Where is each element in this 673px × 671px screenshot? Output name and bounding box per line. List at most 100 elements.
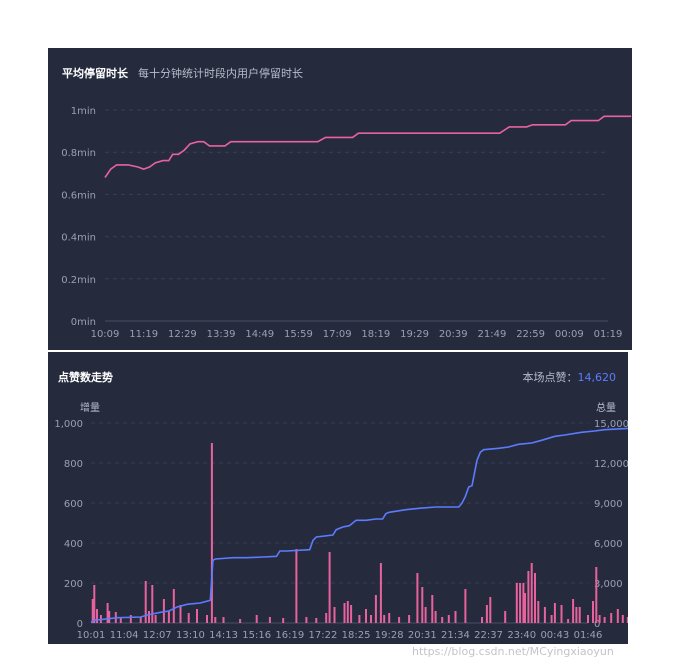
total-likes: 本场点赞：14,620: [523, 369, 617, 385]
increment-bar: [603, 617, 606, 623]
x-tick-label: 12:07: [143, 630, 172, 641]
increment-bar: [454, 611, 457, 623]
increment-bar: [196, 609, 198, 623]
increment-bar: [489, 597, 492, 623]
increment-bar: [346, 601, 349, 623]
x-tick-label: 23:40: [507, 630, 536, 641]
avg-stay-panel: 平均停留时长 每十分钟统计时段内用户停留时长 0min 0.2min 0.4min 0…: [48, 48, 632, 350]
increment-bar: [358, 615, 361, 623]
x-tick-label: 17:09: [323, 329, 352, 340]
total-likes-line: [90, 427, 628, 623]
x-tick-label: 11:04: [110, 630, 139, 641]
x-tick-label: 13:10: [176, 630, 205, 641]
x-tick-label: 01:46: [574, 630, 603, 641]
increment-bar: [553, 603, 556, 623]
increment-bar: [239, 619, 242, 623]
x-tick-label: 19:28: [375, 630, 404, 641]
increment-bar: [398, 617, 401, 623]
x-tick-label: 20:39: [439, 329, 468, 340]
increment-bar: [485, 605, 488, 623]
increment-bar: [325, 613, 328, 623]
increment-bar: [154, 615, 157, 623]
increment-bar: [408, 615, 411, 623]
increment-bar: [424, 607, 427, 623]
increment-bar: [621, 615, 624, 623]
increment-bar: [421, 587, 424, 623]
increment-bar: [447, 615, 450, 623]
x-tick-label: 11:19: [129, 329, 158, 340]
increment-bar: [93, 585, 96, 623]
increment-bar: [350, 605, 353, 623]
increment-bar: [206, 615, 208, 623]
increment-bar: [530, 563, 533, 623]
y-right-tick-label: 12,000: [594, 459, 628, 470]
increment-bar: [481, 617, 483, 623]
increment-bar: [524, 593, 526, 623]
y-tick-label: 0.8min: [61, 148, 96, 159]
increment-bar: [595, 567, 598, 623]
increment-bar: [587, 615, 589, 623]
increment-bar: [592, 601, 594, 623]
increment-bar: [210, 443, 213, 623]
y-left-tick-label: 600: [64, 499, 83, 510]
x-tick-label: 00:09: [555, 329, 584, 340]
increment-bar: [534, 573, 536, 623]
increment-bar: [144, 581, 147, 623]
increment-bar: [441, 617, 444, 623]
total-likes-label: 本场点赞：: [522, 371, 578, 384]
increment-bar: [560, 605, 563, 623]
increment-bar: [374, 595, 377, 623]
x-tick-label: 22:59: [516, 329, 545, 340]
avg-stay-title: 平均停留时长: [62, 67, 128, 80]
y-right-tick-label: 9,000: [594, 499, 623, 510]
likes-title: 点赞数走势: [58, 371, 113, 384]
increment-bar: [172, 589, 175, 623]
avg-stay-subtitle: 每十分钟统计时段内用户停留时长: [138, 67, 303, 80]
y-left-tick-label: 200: [64, 579, 83, 590]
increment-bar: [129, 615, 132, 623]
increment-bar: [383, 615, 386, 623]
increment-bar: [519, 583, 522, 623]
x-tick-label: 20:31: [408, 630, 437, 641]
x-tick-label: 12:29: [168, 329, 197, 340]
x-tick-label: 18:25: [342, 630, 371, 641]
likes-chart: 0 200 400 600 800 1,000 0 3,000 6,000 9,000 12,000…: [54, 419, 628, 641]
increment-bar: [610, 613, 613, 623]
increment-bar: [151, 585, 154, 623]
increment-bar: [96, 609, 98, 623]
increment-bar: [416, 573, 419, 623]
increment-bar: [328, 552, 331, 623]
x-tick-label: 16:19: [275, 630, 304, 641]
increment-bar: [370, 615, 372, 623]
increment-bar: [543, 607, 546, 623]
increment-bar: [148, 611, 150, 623]
y-tick-label: 1min: [71, 106, 96, 117]
y-right-tick-label: 15,000: [594, 419, 628, 430]
likes-trend-panel: 点赞数走势 本场点赞：14,620 增量 总量 0 200 400 600 800 1,0…: [48, 352, 628, 644]
y-left-tick-label: 400: [64, 539, 83, 550]
y-tick-label: 0min: [71, 317, 96, 328]
increment-bar: [388, 613, 391, 623]
increment-bar: [567, 619, 570, 623]
y-left-tick-label: 0: [77, 619, 83, 630]
increment-bar: [464, 589, 467, 623]
avg-stay-line: [104, 115, 632, 178]
increment-bar: [575, 607, 578, 623]
increment-bar: [626, 617, 628, 623]
increment-bar: [578, 607, 581, 623]
x-tick-label: 14:13: [209, 630, 238, 641]
x-tick-label: 21:49: [478, 329, 507, 340]
x-tick-label: 21:34: [441, 630, 470, 641]
increment-bar: [527, 571, 530, 623]
increment-bar: [315, 618, 318, 623]
increment-bar: [379, 563, 382, 623]
x-tick-label: 17:22: [309, 630, 338, 641]
x-tick-label: 15:16: [242, 630, 271, 641]
x-tick-label: 19:29: [400, 329, 429, 340]
increment-bar: [106, 603, 109, 623]
y-tick-label: 0.2min: [61, 275, 96, 286]
x-tick-label: 13:39: [207, 329, 236, 340]
y-left-tick-label: 1,000: [54, 419, 83, 430]
increment-bar: [598, 615, 601, 623]
x-tick-label: 00:43: [540, 630, 569, 641]
